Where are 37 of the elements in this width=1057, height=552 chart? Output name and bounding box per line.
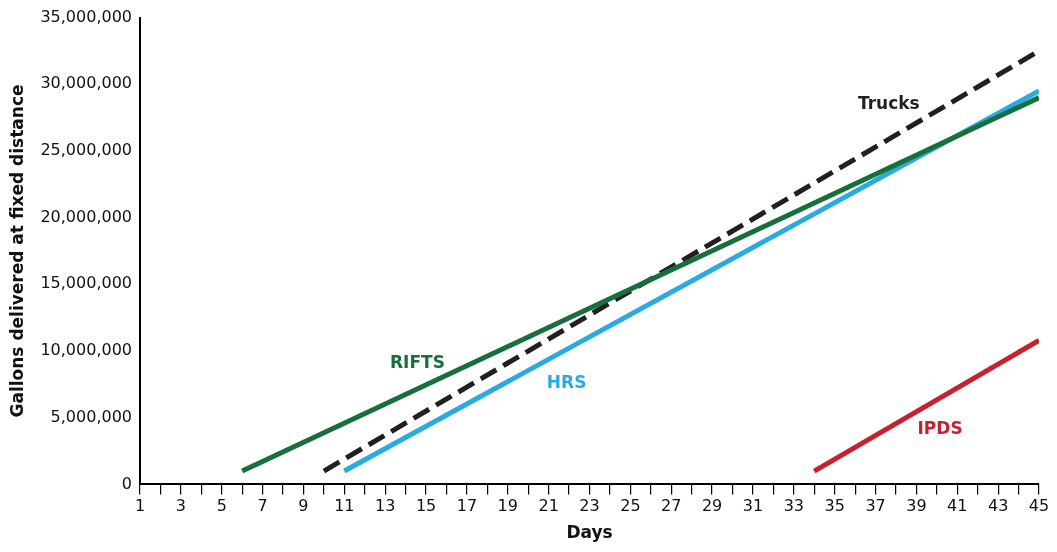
x-tick-label: 45	[1028, 496, 1050, 516]
x-tick-label: 21	[538, 496, 559, 516]
x-tick-label: 23	[579, 496, 600, 516]
x-tick-label: 1	[134, 496, 146, 516]
series-label: HRS	[546, 371, 587, 392]
x-tick-label: 33	[783, 496, 804, 516]
x-tick-label: 17	[456, 496, 478, 516]
y-tick-label: 35,000,000	[40, 6, 133, 26]
x-tick-label: 43	[987, 496, 1009, 516]
x-tick-label: 27	[661, 496, 682, 516]
x-tick-label: 5	[216, 496, 227, 516]
y-tick-label: 30,000,000	[40, 73, 133, 93]
y-tick-label: 5,000,000	[50, 406, 133, 426]
y-tick-label: 10,000,000	[40, 340, 133, 360]
x-tick-label: 7	[257, 496, 268, 516]
x-tick-label: 31	[742, 496, 764, 516]
y-axis-title: Gallons delivered at fixed distance	[6, 84, 27, 418]
y-tick-label: 25,000,000	[40, 140, 133, 160]
y-tick-label: 0	[121, 473, 133, 493]
series-label: RIFTS	[390, 352, 445, 373]
x-tick-label: 25	[620, 496, 641, 516]
x-tick-label: 35	[824, 496, 845, 516]
x-tick-label: 15	[415, 496, 437, 516]
x-tick-label: 29	[701, 496, 723, 516]
x-axis-title: Days	[566, 522, 613, 543]
x-tick-label: 37	[865, 496, 886, 516]
y-tick-label: 15,000,000	[40, 273, 133, 293]
x-tick-label: 13	[375, 496, 396, 516]
series-label: IPDS	[917, 418, 963, 439]
x-tick-label: 3	[175, 496, 186, 516]
x-tick-label: 19	[497, 496, 518, 516]
y-tick-label: 20,000,000	[40, 206, 133, 226]
series-label: Trucks	[857, 92, 920, 113]
x-tick-label: 39	[906, 496, 927, 516]
x-tick-label: 9	[298, 496, 309, 516]
x-tick-label: 41	[947, 496, 968, 516]
x-tick-label: 11	[334, 496, 355, 516]
